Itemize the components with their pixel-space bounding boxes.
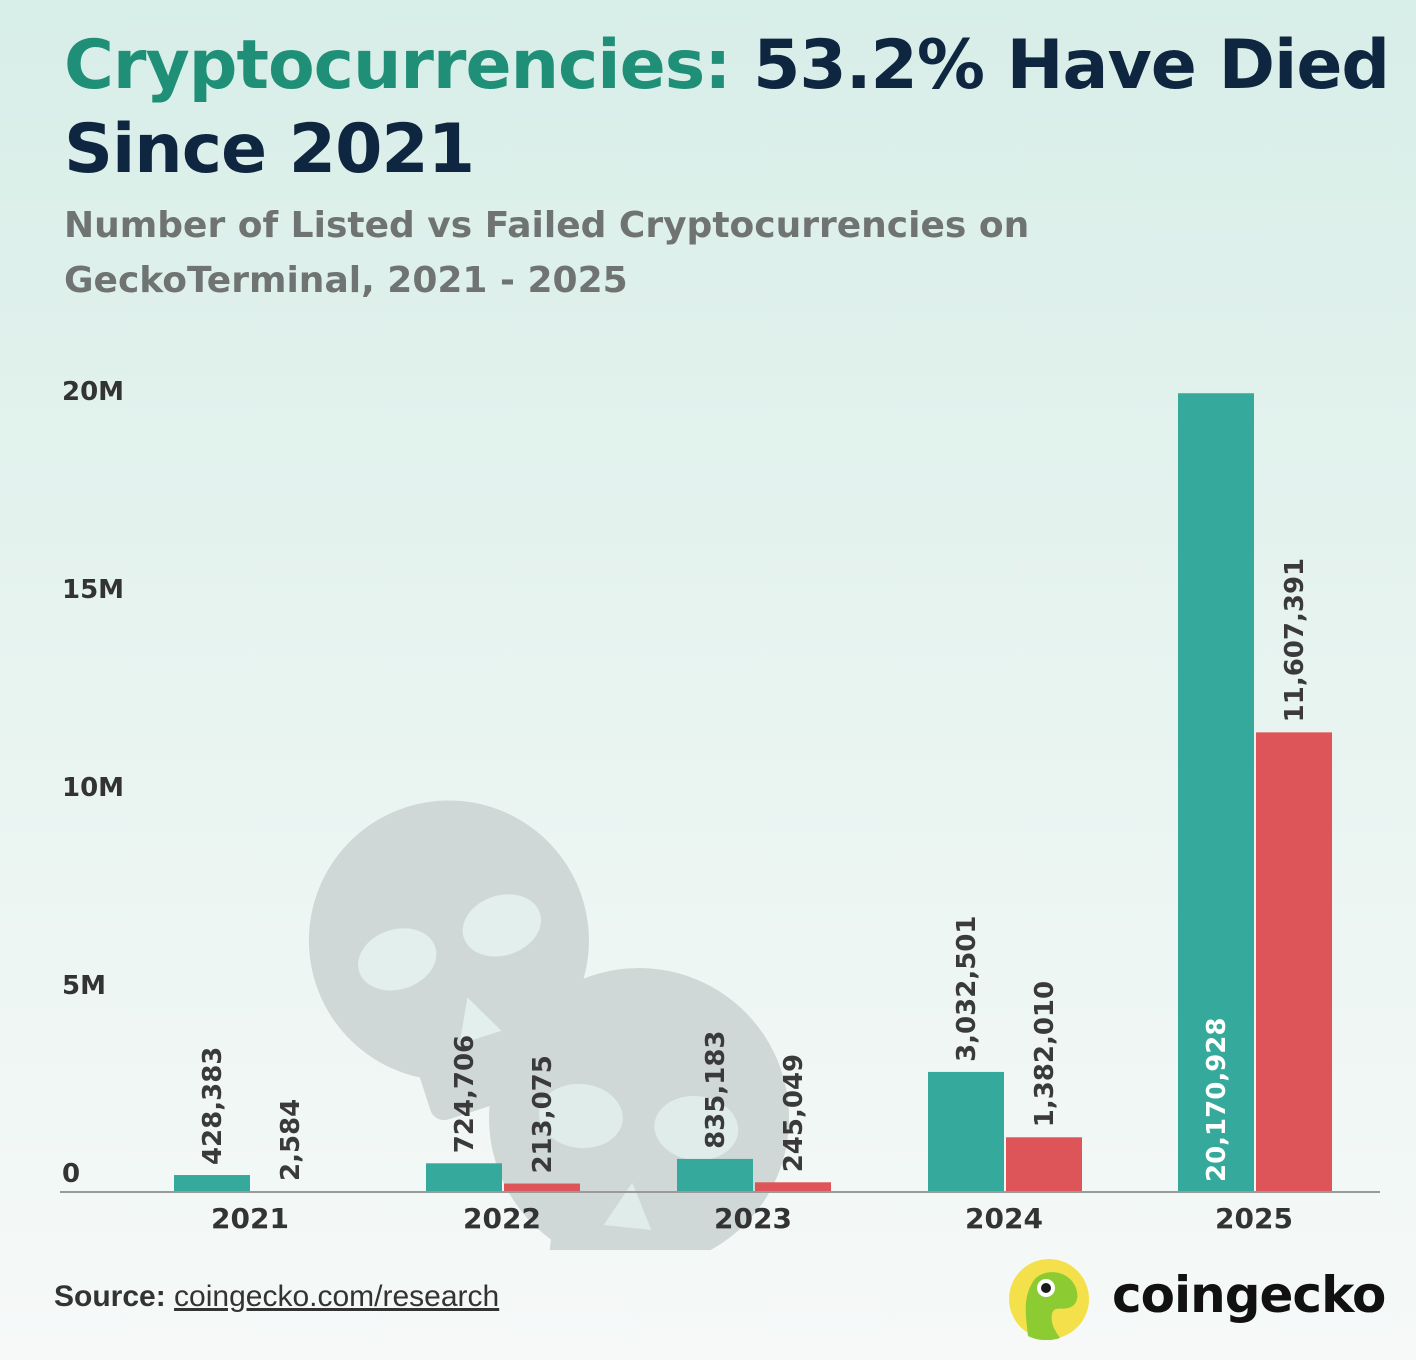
y-tick-label: 15M — [62, 575, 124, 605]
source-link[interactable]: coingecko.com/research — [174, 1280, 500, 1313]
data-label-listed-2022: 724,706 — [450, 1035, 480, 1153]
bar-listed-2024 — [928, 1071, 1004, 1192]
source-note: Source: coingecko.com/research — [54, 1280, 499, 1314]
data-label-failed-2025: 11,607,391 — [1280, 558, 1310, 722]
bar-listed-2021 — [174, 1175, 250, 1192]
y-tick-label: 20M — [62, 377, 124, 407]
data-label-listed-2024: 3,032,501 — [952, 916, 982, 1062]
x-tick-label-2021: 2021 — [211, 1202, 289, 1235]
source-label: Source: — [54, 1280, 166, 1313]
bar-failed-2025 — [1256, 732, 1332, 1192]
data-label-failed-2022: 213,075 — [528, 1055, 558, 1173]
x-tick-label-2023: 2023 — [714, 1202, 792, 1235]
bar-listed-2025 — [1178, 393, 1254, 1192]
bars — [174, 393, 1332, 1192]
title-accent: Cryptocurrencies: — [64, 26, 731, 105]
data-label-listed-2025: 20,170,928 — [1202, 1018, 1232, 1182]
bar-listed-2022 — [426, 1163, 502, 1192]
skull-watermark-icon — [308, 800, 790, 1250]
x-axis: 2021 2022 2023 2024 2025 — [211, 1202, 1293, 1235]
bar-failed-2024 — [1006, 1137, 1082, 1192]
chart-subtitle: Number of Listed vs Failed Cryptocurrenc… — [64, 205, 1030, 301]
x-tick-label-2024: 2024 — [965, 1202, 1043, 1235]
y-tick-label: 10M — [62, 773, 124, 803]
bar-chart: 0 5M 10M 15M 20M 428,383 2,584 724,706 213,075 8… — [60, 377, 1380, 1250]
data-label-listed-2021: 428,383 — [198, 1047, 228, 1165]
bar-failed-2023 — [755, 1182, 831, 1192]
data-label-failed-2024: 1,382,010 — [1030, 981, 1060, 1127]
bar-failed-2022 — [504, 1183, 580, 1192]
data-label-listed-2023: 835,183 — [701, 1031, 731, 1149]
x-tick-label-2022: 2022 — [463, 1202, 541, 1235]
x-tick-label-2025: 2025 — [1215, 1202, 1293, 1235]
bar-listed-2023 — [677, 1158, 753, 1192]
data-labels: 428,383 2,584 724,706 213,075 835,183 245,049… — [198, 558, 1310, 1182]
y-tick-label: 5M — [62, 971, 106, 1001]
logo-text: coingecko — [1112, 1266, 1386, 1324]
y-tick-label: 0 — [62, 1159, 80, 1189]
data-label-failed-2023: 245,049 — [779, 1054, 809, 1172]
page-title: Cryptocurrencies: 53.2% Have Died Since … — [64, 24, 1394, 192]
data-label-failed-2021: 2,584 — [276, 1099, 306, 1181]
coingecko-gecko-icon — [1009, 1259, 1089, 1340]
coingecko-logo[interactable]: coingecko — [1008, 1258, 1388, 1344]
title-rest: 53.2% Have Died Since 2021 — [64, 26, 1390, 189]
y-axis: 0 5M 10M 15M 20M — [62, 377, 124, 1189]
